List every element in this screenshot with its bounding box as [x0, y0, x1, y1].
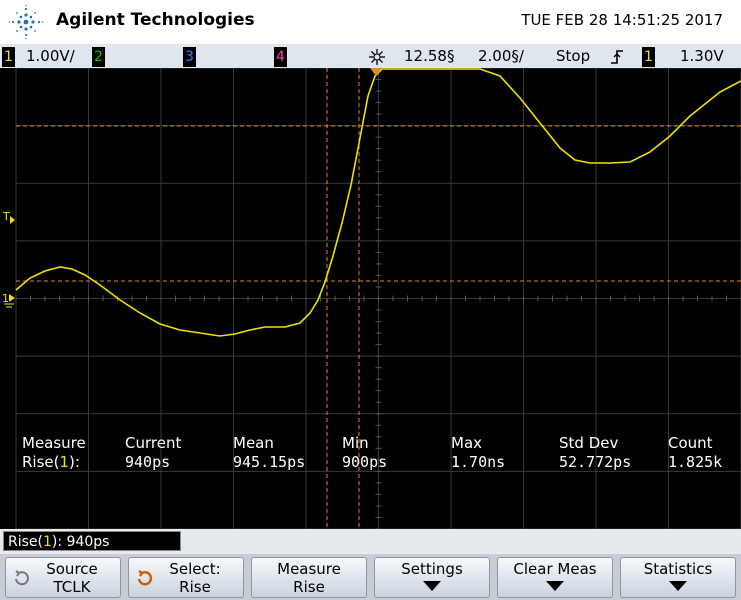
- submenu-arrow-icon: [546, 581, 564, 591]
- channel-1-scale: 1.00V/: [26, 47, 75, 65]
- settings-softkey[interactable]: Settings: [374, 557, 490, 598]
- readout-suffix: ): 940ps: [51, 534, 110, 550]
- submenu-arrow-icon: [423, 581, 441, 591]
- rising-edge-trigger-icon: [611, 50, 623, 64]
- count-col-header: Count: [668, 434, 713, 452]
- softkey-bar: [0, 554, 741, 600]
- stddev-value: 52.772ps: [559, 453, 632, 471]
- trigger-level-marker: T: [2, 210, 10, 223]
- min-value: 900ps: [342, 453, 388, 471]
- time-scale: 2.00§/: [478, 47, 524, 65]
- row-label-prefix: Rise(: [22, 453, 60, 471]
- current-value: 940ps: [125, 453, 171, 471]
- count-value: 1.825k: [668, 453, 723, 471]
- status-bar: 1 1.00V/ 2 3 4 12.58§ 2.00§/ Stop 1 1.30…: [0, 44, 741, 68]
- measure-header: Measure: [22, 434, 86, 452]
- channel-3-indicator[interactable]: 3: [183, 46, 196, 67]
- source-softkey-label: Source: [46, 560, 98, 578]
- measure-softkey-label: Measure: [277, 560, 341, 578]
- channel-2-number: 2: [92, 47, 105, 67]
- channel-1-number: 1: [2, 47, 15, 67]
- select-softkey-value: Rise: [179, 578, 211, 596]
- trigger-level-arrow-icon: [10, 216, 15, 224]
- brand-name: Agilent Technologies: [56, 10, 255, 30]
- measurement-readout: Rise(1): 940ps: [3, 531, 181, 551]
- measure-col-header: Measure: [22, 434, 86, 452]
- clear-meas-softkey-label: Clear Meas: [513, 560, 597, 578]
- select-softkey[interactable]: Select: Rise: [128, 557, 244, 598]
- channel-2-indicator[interactable]: 2: [92, 46, 105, 67]
- select-softkey-label: Select:: [169, 560, 221, 578]
- statistics-softkey-label: Statistics: [643, 560, 713, 578]
- submenu-arrow-icon: [669, 581, 687, 591]
- trigger-channel-number: 1: [642, 47, 655, 67]
- channel-1-ground-marker: 1: [2, 292, 9, 305]
- trigger-source-indicator[interactable]: 1: [642, 46, 655, 67]
- min-col-header: Min: [342, 434, 369, 452]
- max-col-header: Max: [451, 434, 483, 452]
- clear-meas-softkey[interactable]: Clear Meas: [497, 557, 613, 598]
- row-label-channel: 1: [59, 453, 70, 471]
- trigger-position-marker-icon: [370, 68, 382, 76]
- settings-softkey-label: Settings: [401, 560, 463, 578]
- entry-knob-icon: [15, 570, 29, 586]
- time-delay: 12.58§: [404, 47, 455, 65]
- mean-col-header: Mean: [233, 434, 274, 452]
- channel-4-number: 4: [274, 47, 287, 67]
- date-time: TUE FEB 28 14:51:25 2017: [521, 11, 723, 29]
- channel-3-number: 3: [183, 47, 196, 67]
- run-state: Stop: [556, 47, 591, 65]
- mean-value: 945.15ps: [233, 453, 306, 471]
- readout-prefix: Rise(: [8, 534, 43, 550]
- acquisition-sparkle-icon: [369, 49, 385, 65]
- measure-rise-softkey[interactable]: Measure Rise: [251, 557, 367, 598]
- statistics-softkey[interactable]: Statistics: [620, 557, 736, 598]
- entry-knob-icon: [137, 570, 153, 586]
- channel-1-indicator[interactable]: 1: [2, 46, 15, 67]
- source-softkey-value: TCLK: [53, 578, 91, 596]
- measure-row-label: Rise(1):: [22, 453, 80, 471]
- trigger-level: 1.30V: [680, 47, 724, 65]
- max-value: 1.70ns: [451, 453, 506, 471]
- ground-arrow-icon: [9, 294, 15, 302]
- graticule: T1: [2, 68, 741, 529]
- stddev-col-header: Std Dev: [559, 434, 619, 452]
- source-softkey[interactable]: Source TCLK: [5, 557, 121, 598]
- current-col-header: Current: [125, 434, 182, 452]
- row-label-suffix: ):: [69, 453, 80, 471]
- measure-softkey-value: Rise: [293, 578, 325, 596]
- channel-1-waveform: [15, 68, 741, 337]
- header-bar: Agilent Technologies TUE FEB 28 14:51:25…: [0, 0, 741, 44]
- readout-channel: 1: [43, 534, 52, 550]
- agilent-spark-logo: [8, 4, 44, 40]
- channel-4-indicator[interactable]: 4: [274, 46, 287, 67]
